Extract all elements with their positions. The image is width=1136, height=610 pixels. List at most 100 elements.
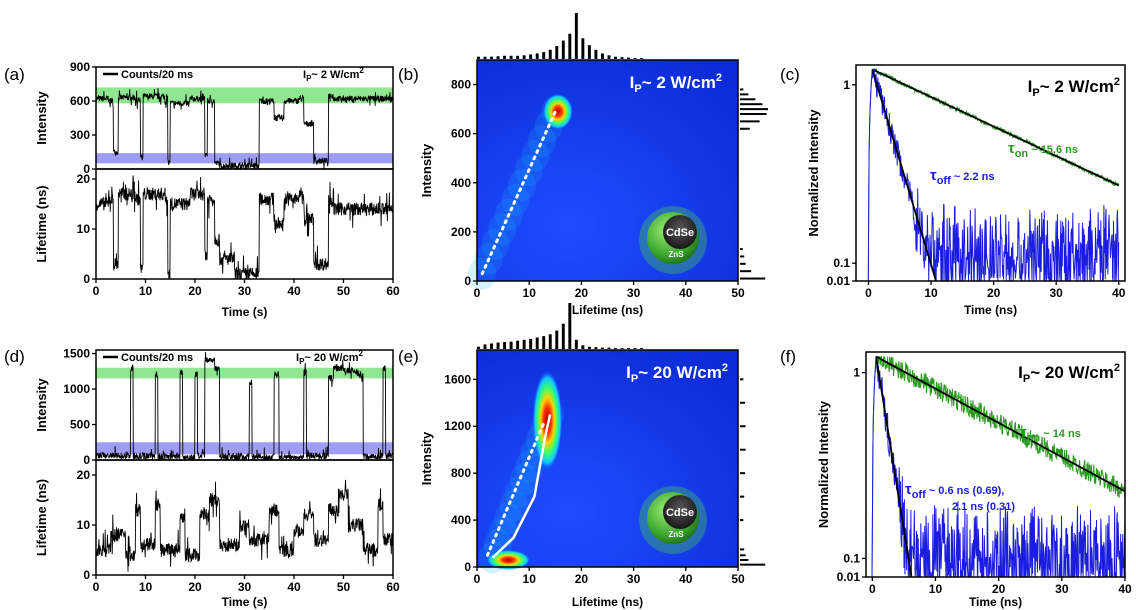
panel-a: (a) Counts/20 ms IP~ 2 W/cm2 — [4, 65, 394, 280]
trace-line — [95, 88, 394, 170]
histogram-bar — [740, 248, 743, 251]
y-tick-label: 600 — [451, 127, 471, 141]
histogram-bar — [522, 55, 526, 59]
histogram-bar — [516, 340, 520, 349]
histogram-bar — [627, 348, 631, 349]
histogram-bar — [535, 337, 539, 349]
x-tick-label: 20 — [575, 286, 589, 300]
y-tick-label: 0.1 — [833, 256, 850, 270]
histogram-bar — [740, 563, 766, 566]
y-tick-label: 0 — [464, 560, 471, 574]
x-axis-label: Time (ns) — [964, 303, 1017, 317]
x-tick-label: 20 — [992, 582, 1006, 596]
y-tick-label: 1600 — [444, 372, 471, 386]
histogram-bar — [740, 98, 756, 101]
decay-series — [866, 356, 1126, 579]
y-tick-label: 1 — [853, 366, 860, 380]
y-tick-label: 800 — [451, 78, 471, 92]
x-axis-label: Time (s) — [222, 305, 268, 319]
decay-series — [856, 67, 1120, 282]
histogram-bar — [548, 334, 552, 349]
histogram-bar — [627, 57, 631, 59]
y-tick-label: 0.1 — [843, 551, 860, 565]
histogram-bar — [600, 347, 604, 349]
histogram-bar — [581, 38, 585, 59]
y-tick-label: 1 — [843, 78, 850, 92]
histogram-bar — [740, 262, 746, 265]
y-axis-label: Intensity — [34, 378, 49, 432]
histogram-bar — [740, 103, 763, 106]
trend-dotted — [485, 418, 547, 557]
tau-off-label-line2: 2.1 ns (0.31) — [952, 501, 1015, 513]
histogram-bar — [740, 255, 745, 258]
histogram-bar — [503, 342, 507, 349]
panel-label: (a) — [4, 65, 25, 84]
histogram-bar — [496, 342, 500, 349]
x-tick-label: 20 — [188, 580, 202, 594]
tau-off-label: τoff ~ 0.6 ns (0.69), — [905, 481, 1004, 501]
y-tick-label: 10 — [77, 222, 91, 236]
histogram-bar — [555, 46, 559, 59]
y-tick-label: 400 — [451, 513, 471, 527]
x-axis-label: Lifetime (ns) — [572, 595, 643, 609]
histogram-bar — [574, 339, 578, 349]
histogram-bar — [561, 40, 565, 59]
legend-label: Counts/20 ms — [121, 69, 193, 81]
density-blob — [494, 502, 523, 535]
shell-label: ZnS — [668, 250, 684, 259]
histogram-bar — [740, 108, 768, 111]
y-tick-label: 0 — [83, 272, 90, 286]
x-tick-label: 10 — [929, 582, 943, 596]
histogram-bar — [594, 347, 598, 349]
y-axis-label: Lifetime (ns) — [34, 185, 49, 262]
histogram-bar — [740, 425, 746, 428]
plot-frame — [476, 59, 739, 282]
nanocrystal-icon: CdSe ZnS — [639, 486, 707, 554]
fit-line — [875, 356, 913, 578]
power-label: IP~ 2 W/cm2 — [303, 66, 364, 83]
x-tick-label: 40 — [1112, 286, 1126, 300]
x-tick-label: 40 — [287, 284, 301, 298]
tau-on-label: τon ~ 14 ns — [1020, 424, 1081, 444]
y-axis-label: Normalized Intensity — [806, 109, 821, 237]
y-tick-label: 600 — [70, 94, 90, 108]
x-tick-label: 10 — [523, 572, 537, 586]
plot-frame — [865, 351, 1126, 578]
x-tick-label: 0 — [474, 286, 481, 300]
y-tick-label: 200 — [451, 225, 471, 239]
histogram-bar — [620, 57, 624, 59]
tau-off-label: τoff ~ 2.2 ns — [930, 167, 994, 187]
trend-dotted — [480, 110, 557, 276]
panel-c: (c) IP~ 2 W/cm2 τon ~ 15.6 ns τoff ~ 2.2 n… — [780, 64, 1126, 282]
x-tick-label: 50 — [731, 286, 745, 300]
plot-frame — [476, 349, 739, 568]
histogram-bar — [490, 343, 493, 349]
histogram-bar — [614, 56, 617, 59]
histogram-bar — [587, 346, 591, 349]
histogram-bar — [503, 55, 507, 59]
x-tick-label: 60 — [386, 580, 400, 594]
histogram-bar — [740, 120, 760, 123]
histogram-bar — [740, 472, 746, 475]
panel-d: (d) Counts/20 ms IP~ 20 W/cm2 — [4, 347, 394, 576]
tau-on-label: τon ~ 15.6 ns — [1008, 140, 1078, 160]
histogram-bar — [740, 378, 744, 381]
histogram-bar — [740, 558, 749, 561]
decay-series — [866, 356, 1126, 578]
x-axis-label: Time (s) — [222, 595, 268, 609]
x-tick-label: 10 — [139, 580, 153, 594]
histogram-bar — [740, 548, 745, 551]
panel-label: (c) — [780, 65, 800, 84]
histogram-bar — [548, 49, 552, 59]
x-tick-label: 30 — [238, 284, 252, 298]
density-blob — [515, 450, 544, 483]
histogram-bar — [477, 346, 480, 349]
density-blob — [499, 489, 528, 522]
histogram-bar — [477, 56, 480, 59]
x-tick-label: 40 — [1118, 582, 1132, 596]
histogram-bar — [614, 348, 617, 349]
power-label: IP~ 20 W/cm2 — [626, 362, 728, 385]
x-tick-label: 10 — [139, 284, 153, 298]
core-label: CdSe — [666, 507, 694, 519]
histogram-bar — [620, 348, 624, 349]
